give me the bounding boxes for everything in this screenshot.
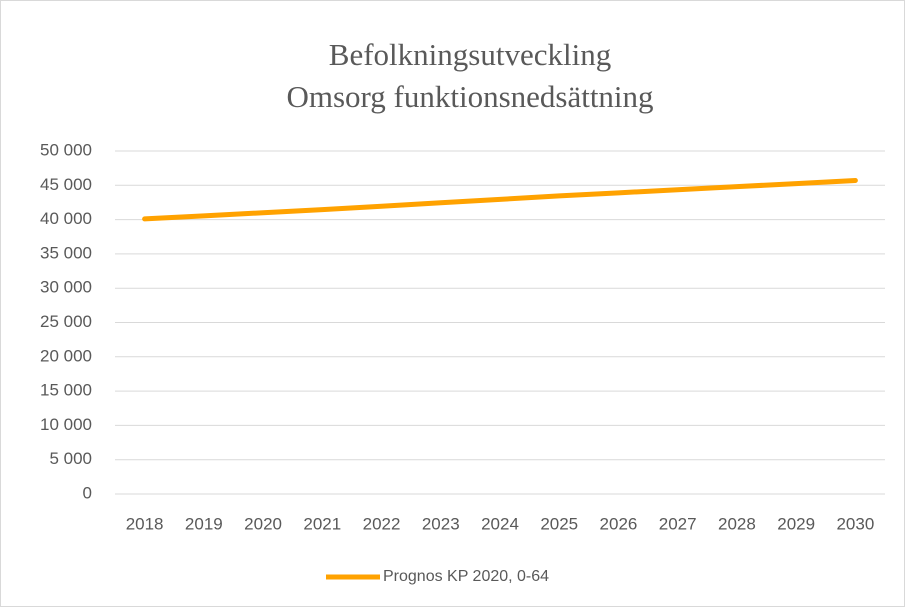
y-tick-label: 25 000 [40, 312, 92, 331]
y-tick-label: 45 000 [40, 175, 92, 194]
x-tick-label: 2026 [600, 514, 638, 533]
chart-title: Befolkningsutveckling [329, 37, 611, 72]
x-tick-label: 2025 [540, 514, 578, 533]
y-tick-label: 40 000 [40, 209, 92, 228]
x-tick-label: 2018 [126, 514, 164, 533]
x-tick-label: 2021 [303, 514, 341, 533]
x-tick-label: 2030 [836, 514, 874, 533]
x-tick-label: 2019 [185, 514, 223, 533]
y-tick-label: 50 000 [40, 140, 92, 159]
y-tick-label: 5 000 [49, 449, 92, 468]
x-tick-label: 2020 [244, 514, 282, 533]
y-tick-label: 0 [83, 483, 92, 502]
x-tick-label: 2022 [363, 514, 401, 533]
x-tick-label: 2023 [422, 514, 460, 533]
y-tick-label: 20 000 [40, 346, 92, 365]
series-line [142, 177, 858, 222]
y-tick-label: 35 000 [40, 243, 92, 262]
y-tick-label: 15 000 [40, 381, 92, 400]
chart-title: Omsorg funktionsnedsättning [286, 79, 653, 114]
x-tick-label: 2024 [481, 514, 519, 533]
y-tick-label: 10 000 [40, 415, 92, 434]
x-tick-label: 2029 [777, 514, 815, 533]
x-tick-label: 2028 [718, 514, 756, 533]
x-tick-label: 2027 [659, 514, 697, 533]
y-tick-label: 30 000 [40, 278, 92, 297]
legend-label: Prognos KP 2020, 0-64 [383, 568, 549, 585]
